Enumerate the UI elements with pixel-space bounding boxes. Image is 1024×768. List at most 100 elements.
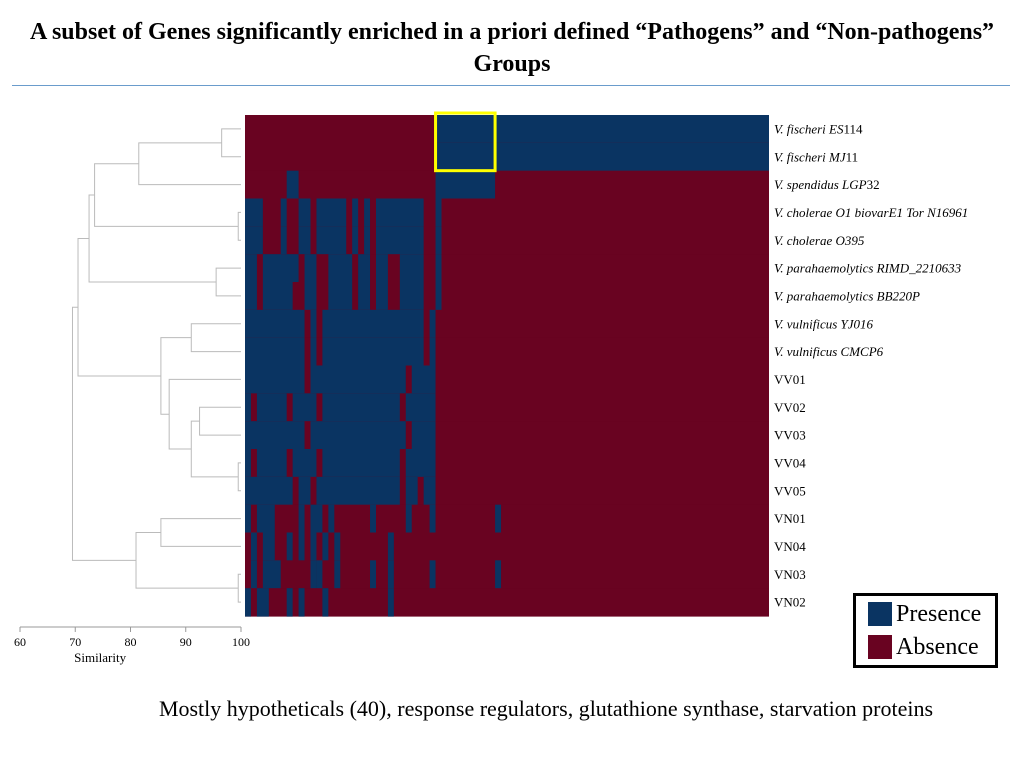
presence-cell-r6-4 — [328, 254, 353, 283]
row-label: V. parahaemolytics BB220P — [774, 288, 920, 303]
presence-cell-r4-4 — [316, 198, 347, 227]
presence-cell-r4-3 — [298, 198, 311, 227]
dendrogram-link-6 — [88, 194, 217, 283]
dendrogram-link-14 — [160, 518, 241, 547]
presence-cell-r11-4 — [322, 393, 400, 422]
row-label-strain: 114 — [843, 121, 863, 136]
presence-cell-r13-4 — [322, 449, 400, 478]
dendrogram-link-8 — [199, 406, 241, 436]
row-label-species: V. parahaemolytics BB220P — [774, 288, 920, 303]
presence-cell-r17-1 — [250, 560, 257, 589]
heatmap-row-3 — [245, 170, 769, 200]
presence-cell-r18-1 — [245, 588, 251, 617]
presence-cell-r6-8 — [435, 254, 442, 283]
presence-cell-r6-7 — [399, 254, 424, 283]
title-divider — [12, 85, 1010, 86]
presence-cell-r2-1 — [435, 142, 496, 172]
presence-cell-r6-1 — [245, 254, 257, 283]
presence-cell-r4-2 — [280, 198, 287, 227]
presence-cell-r4-5 — [352, 198, 359, 227]
row-label: V. spendidus LGP32 — [774, 177, 880, 192]
presence-cell-r17-6 — [370, 560, 376, 589]
presence-cell-r7-2 — [262, 282, 293, 311]
tick-label: 60 — [14, 635, 26, 649]
presence-cell-r13-2 — [256, 449, 287, 478]
dendrogram-link-5 — [215, 267, 241, 297]
presence-cell-r12-2 — [310, 421, 406, 450]
presence-cell-r5-5 — [352, 226, 359, 255]
presence-cell-r16-5 — [310, 532, 317, 561]
legend-label-absence: Absence — [896, 633, 979, 660]
heatmap-row-15 — [245, 504, 769, 534]
dendrogram-link-13 — [77, 238, 161, 377]
highlight-box — [434, 111, 497, 173]
presence-cell-r2-2 — [495, 142, 769, 172]
presence-cell-r13-3 — [292, 449, 317, 478]
highlight-box-layer — [434, 111, 497, 173]
presence-cell-r12-3 — [411, 421, 436, 450]
row-labels: V. fischeri ES114 V. fischeri MJ11 V. spen… — [774, 121, 968, 609]
presence-cell-r5-8 — [435, 226, 442, 255]
presence-cell-r13-1 — [245, 449, 251, 478]
similarity-axis: 60 70 80 90 100 Similarity — [14, 626, 250, 665]
presence-cell-r9-1 — [245, 337, 305, 367]
presence-cell-r4-1 — [245, 198, 263, 227]
row-label: VV05 — [774, 483, 806, 498]
presence-cell-r4-7 — [376, 198, 424, 227]
dendrogram-link-3 — [237, 211, 241, 241]
presence-cell-r8-4 — [429, 309, 436, 339]
presence-cell-r16-7 — [334, 532, 341, 561]
row-label: VN02 — [774, 595, 806, 610]
presence-cell-r11-1 — [245, 393, 251, 422]
presence-cell-r9-4 — [429, 337, 436, 367]
legend: Presence Absence — [853, 593, 998, 668]
legend-swatch-presence — [868, 602, 892, 626]
row-label-strain: VV05 — [774, 483, 806, 498]
presence-cell-r13-5 — [405, 449, 436, 478]
presence-cell-r14-4 — [405, 476, 418, 506]
presence-cell-r5-6 — [364, 226, 371, 255]
presence-cell-r15-7 — [405, 504, 412, 534]
row-label-species: V. vulnificus YJ016 — [774, 316, 874, 331]
presence-cell-r14-3 — [316, 476, 400, 506]
legend-item-presence: Presence — [868, 599, 981, 629]
presence-cell-r14-2 — [298, 476, 311, 506]
presence-cell-r4-6 — [364, 198, 371, 227]
presence-cell-r7-8 — [435, 282, 442, 311]
presence-cell-r7-6 — [376, 282, 388, 311]
dendrogram-link-2 — [138, 142, 241, 186]
presence-cell-r18-3 — [286, 588, 293, 617]
row-label-species: V. fischeri MJ — [774, 149, 847, 164]
presence-cell-r18-6 — [387, 588, 394, 617]
presence-cell-r11-5 — [405, 393, 436, 422]
row-label-strain: VN03 — [774, 567, 806, 582]
row-label: V. cholerae O395 — [774, 233, 865, 248]
row-label: VV04 — [774, 455, 806, 470]
row-label-species: V. vulnificus CMCP6 — [774, 344, 884, 359]
dendrogram-link-15 — [237, 573, 241, 603]
presence-cell-r7-7 — [399, 282, 424, 311]
presence-cell-r17-8 — [429, 560, 436, 589]
presence-cell-r5-7 — [376, 226, 424, 255]
row-label: V. vulnificus YJ016 — [774, 316, 874, 331]
presence-cell-r7-4 — [328, 282, 353, 311]
presence-cell-r11-3 — [292, 393, 317, 422]
dendrogram — [71, 128, 241, 603]
presence-cell-r9-2 — [310, 337, 317, 367]
dendrogram-link-7 — [190, 323, 241, 353]
heatmap-row-18 — [245, 588, 769, 617]
presence-cell-r17-4 — [316, 560, 323, 589]
presence-cell-r3-1 — [286, 170, 299, 200]
row-label-species: V. cholerae O1 biovarE1 Tor N16961 — [774, 205, 968, 220]
presence-cell-r16-8 — [387, 532, 394, 561]
presence-cell-r14-1 — [245, 476, 293, 506]
presence-cell-r16-6 — [322, 532, 329, 561]
row-label: VV01 — [774, 372, 806, 387]
presence-cell-r15-2 — [256, 504, 275, 534]
presence-cell-r3-2 — [435, 170, 496, 200]
row-label-species: V. spendidus LGP — [774, 177, 867, 192]
presence-cell-r1-2 — [495, 115, 769, 144]
axis-title: Similarity — [74, 650, 127, 665]
presence-cell-r6-6 — [376, 254, 388, 283]
